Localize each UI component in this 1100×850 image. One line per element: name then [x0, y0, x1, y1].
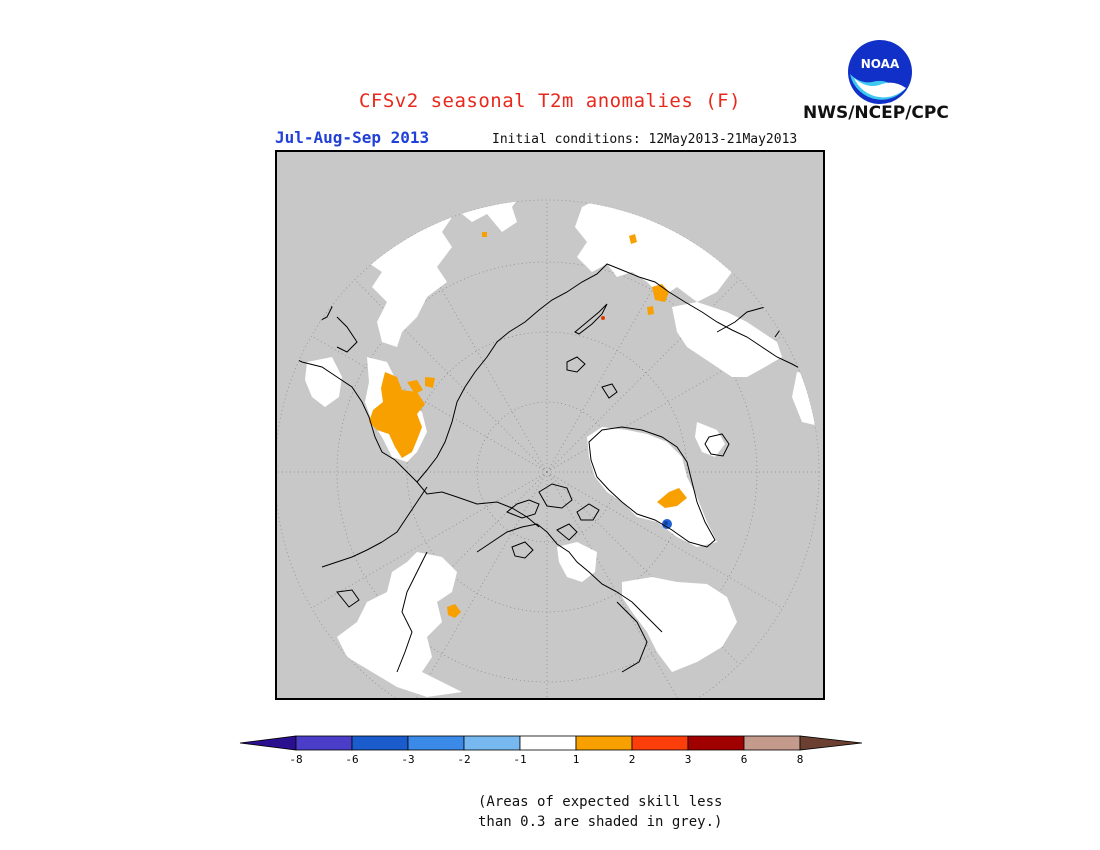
cold-anomaly-core: [664, 521, 668, 525]
logo-text: NOAA: [861, 57, 900, 71]
colorbar-swatch: [351, 735, 409, 751]
colorbar-swatch: [463, 735, 521, 751]
colorbar-swatch: [295, 735, 353, 751]
colorbar-tick-label: 3: [685, 753, 692, 766]
colorbar-arrow-high: [799, 735, 862, 751]
warm-anomaly-regions: [369, 232, 687, 618]
colorbar-swatch: [407, 735, 465, 751]
colorbar-swatch: [631, 735, 689, 751]
colorbar-swatches: [239, 735, 862, 751]
colorbar-tick-label: -2: [457, 753, 470, 766]
colorbar-tick-label: -8: [289, 753, 302, 766]
hot-anomaly-spot: [601, 316, 605, 320]
colorbar-swatch: [687, 735, 745, 751]
chart-title: CFSv2 seasonal T2m anomalies (F): [358, 90, 742, 112]
colorbar-swatch: [519, 735, 577, 751]
skill-note-line1: (Areas of expected skill less: [478, 794, 723, 810]
agency-label: NWS/NCEP/CPC: [803, 103, 949, 123]
colorbar-tick-label: 2: [629, 753, 636, 766]
initial-conditions: Initial conditions: 12May2013-21May2013: [492, 132, 798, 147]
map-canvas: [277, 199, 820, 698]
colorbar-ticks: -8 -6 -3 -2 -1 1 2 3 6 8: [289, 753, 803, 766]
colorbar-svg: -8 -6 -3 -2 -1 1 2 3 6 8: [239, 735, 862, 766]
forecast-period: Jul-Aug-Sep 2013: [275, 128, 430, 147]
colorbar-swatch: [575, 735, 633, 751]
colorbar-swatch: [743, 735, 801, 751]
colorbar-tick-label: 8: [797, 753, 804, 766]
skill-note-line2: than 0.3 are shaded in grey.): [478, 814, 723, 830]
colorbar-tick-label: -1: [513, 753, 526, 766]
polar-map: [275, 150, 825, 700]
coastlines: [281, 263, 818, 673]
skill-note: (Areas of expected skill less than 0.3 a…: [478, 792, 722, 832]
noaa-logo: NOAA: [846, 38, 914, 106]
colorbar-arrow-low: [239, 735, 297, 751]
colorbar-tick-label: -6: [345, 753, 358, 766]
colorbar-tick-label: 6: [741, 753, 748, 766]
colorbar-tick-label: 1: [573, 753, 580, 766]
colorbar-tick-label: -3: [401, 753, 414, 766]
colorbar: -8 -6 -3 -2 -1 1 2 3 6 8: [238, 730, 862, 770]
noaa-logo-icon: NOAA: [848, 40, 912, 104]
